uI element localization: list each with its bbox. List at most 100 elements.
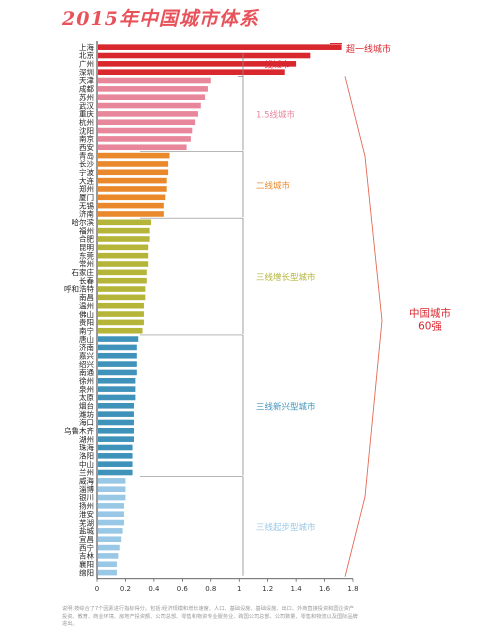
category-label: 北京 [79,50,94,60]
x-tick-label: 1.6 [319,585,331,593]
bar [98,161,169,167]
category-label: 西宁 [79,542,94,552]
category-label: 吉林 [79,551,94,561]
category-label: 珠海 [79,442,94,452]
category-label: 徐州 [79,375,94,385]
category-label: 襄阳 [79,559,94,569]
category-label: 银川 [79,493,94,502]
category-label: 石家庄 [72,267,95,277]
bar [98,119,196,126]
category-label: 潍坊 [79,409,94,419]
category-label: 杭州 [79,117,94,127]
bar [98,519,125,526]
category-label: 烟台 [79,400,94,410]
category-label: 唐山 [79,334,94,344]
category-label: 哈尔滨 [72,217,95,227]
category-label: 大连 [79,175,94,185]
bar [98,561,117,568]
bar [98,461,133,467]
bar [98,77,211,84]
category-label: 成都 [79,84,94,94]
category-label: 常州 [79,260,94,269]
category-label: 淮安 [79,509,94,519]
category-label: 威海 [79,476,94,486]
x-tick-label: 0.4 [148,585,160,593]
category-label: 南昌 [79,292,94,302]
x-tick-label: 1.4 [291,585,303,593]
category-label: 重庆 [79,109,94,119]
bar [98,152,170,159]
bar [98,294,146,301]
bar [98,336,139,342]
bar [98,277,147,284]
group-label: 1.5线城市 [256,109,296,120]
bar [98,69,285,75]
category-label: 长春 [79,275,94,285]
group-label: 超一线城市 [346,43,391,55]
bar [98,419,134,426]
category-label: 东莞 [79,250,94,260]
category-label: 兰州 [79,467,94,477]
category-label: 绍兴 [79,359,94,369]
bar [98,186,167,192]
footnote: 说明:按综合了7个因素进行指标得分。包括:经济规模和增长速度、人口、基础设施、基… [62,606,442,629]
category-label: 无锡 [79,201,94,210]
bar [98,553,119,559]
category-label: 长沙 [79,159,94,169]
category-label: 中山 [79,459,94,469]
category-label: 佛山 [79,309,94,319]
bar [98,494,126,501]
footnote-line: 投资、教育、商业环境、房地产投资额、公司总部、零售和物资专业服务业、跨国公司总部… [62,613,358,620]
bar [98,144,187,151]
group-label: 三线增长型城市 [256,272,316,283]
category-label: 南通 [79,367,94,377]
bar [98,94,206,101]
category-label: 泉州 [79,384,94,394]
bar [98,352,137,359]
category-label: 上海 [79,42,94,52]
category-label: 沈阳 [79,125,94,135]
bar [98,327,143,334]
category-label: 南宁 [79,325,94,335]
x-tick-label: 0.6 [177,585,189,593]
bar [98,511,125,518]
bar [98,386,136,392]
x-tick-label: 1 [237,585,241,593]
bar [98,261,149,267]
category-label: 海口 [79,417,94,427]
bar [98,402,134,409]
category-label: 福州 [79,226,94,235]
bar [98,394,136,401]
bar [98,478,126,484]
bar [98,252,149,259]
bar [98,286,146,292]
bar [98,194,166,201]
bar [98,536,122,543]
bar [98,544,120,551]
bar [98,219,152,226]
category-label: 合肥 [79,234,94,244]
category-label: 厦门 [79,193,94,202]
bar [98,86,208,92]
bar [98,227,150,234]
bar [98,311,144,317]
x-tick-label: 1.8 [347,585,358,593]
bar [98,61,297,67]
category-label: 嘉兴 [79,350,94,360]
bar [98,236,150,242]
bar [98,369,137,376]
bar [98,302,144,309]
category-label: 苏州 [79,92,94,102]
group-label: 三线起步型城市 [256,522,316,533]
bar [98,211,164,217]
bar [98,469,133,476]
x-tick-label: 0 [95,585,99,593]
category-label: 广州 [79,59,94,69]
category-label: 天津 [79,76,94,85]
bar [98,52,311,59]
bar [98,44,342,50]
category-label: 宜昌 [79,534,94,544]
x-tick-label: 1.2 [262,585,273,593]
bar [98,436,134,442]
